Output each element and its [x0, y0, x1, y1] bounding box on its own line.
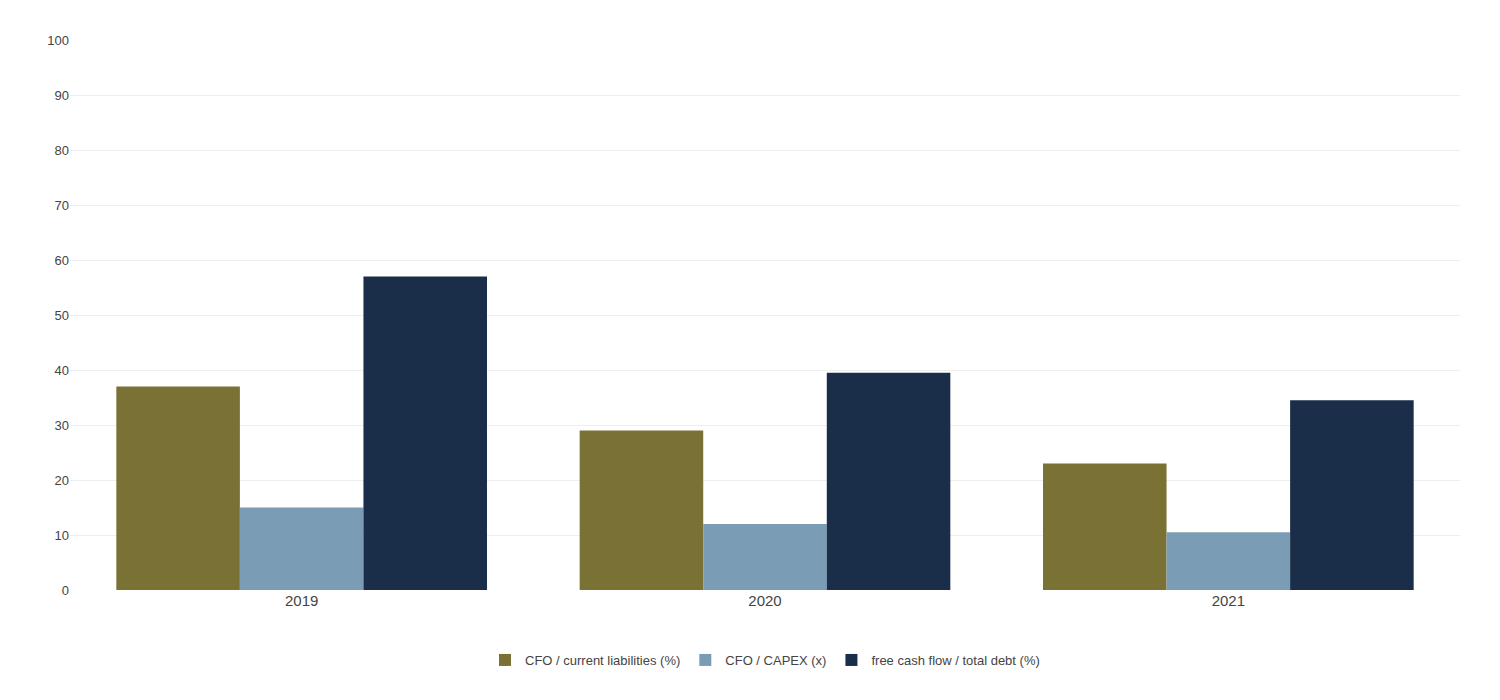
svg-text:70: 70 [55, 198, 69, 213]
svg-text:0: 0 [62, 583, 69, 598]
svg-text:CFO / current liabilities (%): CFO / current liabilities (%) [525, 653, 680, 668]
svg-text:2020: 2020 [748, 592, 781, 609]
svg-text:60: 60 [55, 253, 69, 268]
svg-text:free cash flow / total debt (%: free cash flow / total debt (%) [871, 653, 1039, 668]
svg-text:80: 80 [55, 143, 69, 158]
svg-text:2021: 2021 [1212, 592, 1245, 609]
svg-text:40: 40 [55, 363, 69, 378]
svg-text:50: 50 [55, 308, 69, 323]
svg-text:2019: 2019 [285, 592, 318, 609]
svg-text:20: 20 [55, 473, 69, 488]
svg-text:100: 100 [47, 33, 69, 48]
svg-text:90: 90 [55, 88, 69, 103]
svg-text:CFO / CAPEX (x): CFO / CAPEX (x) [725, 653, 826, 668]
svg-text:10: 10 [55, 528, 69, 543]
svg-text:30: 30 [55, 418, 69, 433]
